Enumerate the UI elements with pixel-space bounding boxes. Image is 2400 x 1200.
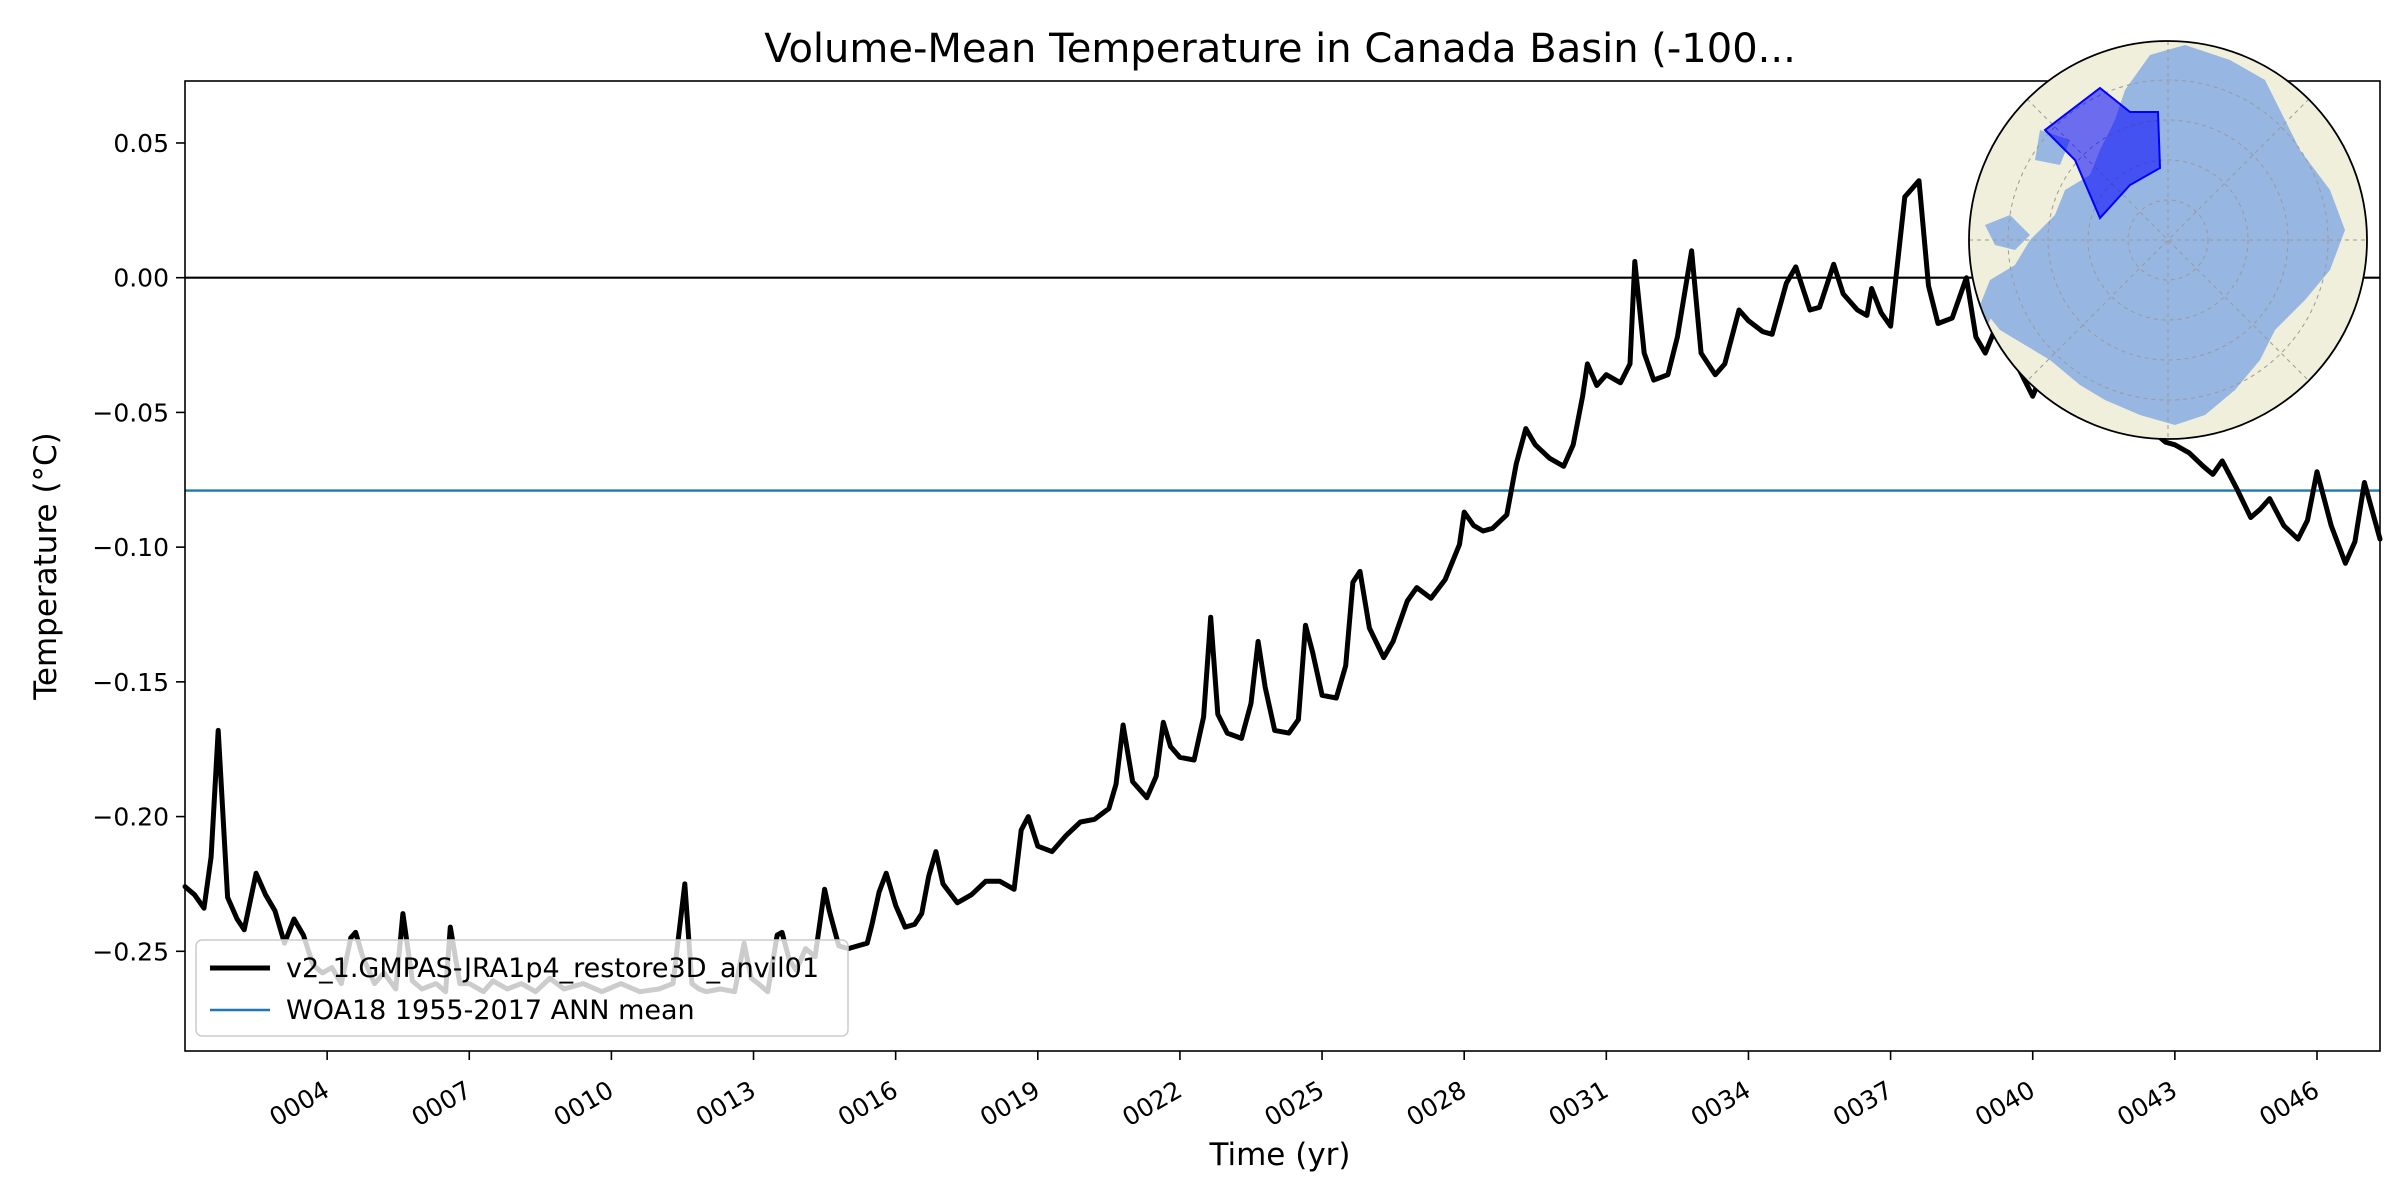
plot-frame [184, 80, 2381, 1052]
canada-basin-region [2043, 86, 2162, 220]
y-tick-label: −0.20 [92, 803, 169, 832]
y-tick-label: 0.00 [113, 264, 169, 293]
legend-label-model: v2_1.GMPAS-JRA1p4_restore3D_anvil01 [286, 953, 819, 984]
y-tick-label: −0.05 [92, 398, 169, 427]
legend: v2_1.GMPAS-JRA1p4_restore3D_anvil01 WOA1… [195, 939, 849, 1037]
map-graticule [1969, 41, 2367, 439]
y-axis-label: Temperature (°C) [28, 432, 64, 701]
legend-label-woa: WOA18 1955-2017 ANN mean [286, 995, 695, 1026]
map-frame [1968, 40, 2368, 440]
y-tick-label: −0.10 [92, 533, 169, 562]
y-tick-label: −0.25 [92, 937, 169, 966]
y-tick-label: −0.15 [92, 668, 169, 697]
x-axis-label: Time (yr) [1209, 1137, 1351, 1173]
legend-box [195, 939, 849, 1037]
map-ocean [1980, 45, 2345, 425]
inset-polar-map [1968, 40, 2368, 440]
chart-title: Volume-Mean Temperature in Canada Basin … [764, 26, 1796, 72]
y-axis: −0.25 −0.20 −0.15 −0.10 −0.05 0.00 0.05 [92, 129, 185, 966]
map-ocean-channels [1969, 130, 2070, 330]
y-tick-label: 0.05 [113, 129, 169, 158]
